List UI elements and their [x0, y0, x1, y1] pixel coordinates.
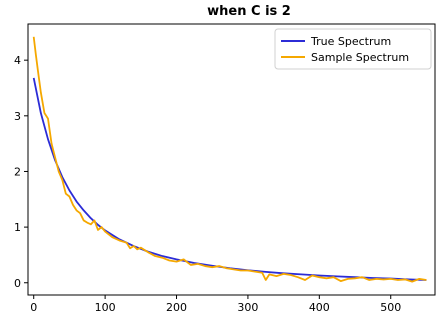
x-tick-label: 200: [166, 301, 187, 314]
x-tick-label: 0: [30, 301, 37, 314]
series-lines: [32, 36, 427, 283]
legend-box: [274, 28, 432, 70]
legend: True Spectrum Sample Spectrum: [274, 28, 432, 70]
x-tick-label: 100: [95, 301, 116, 314]
x-tick-label: 300: [237, 301, 258, 314]
series-line-true-spectrum: [32, 77, 427, 281]
legend-label-sample-spectrum: Sample Spectrum: [311, 51, 409, 64]
y-tick-label: 1: [14, 221, 21, 234]
x-tick-label: 500: [380, 301, 401, 314]
y-tick-label: 4: [14, 54, 21, 67]
x-axis-ticks: 0 100 200 300 400 500: [30, 295, 401, 314]
series-line-sample-spectrum: [32, 36, 427, 283]
y-tick-label: 2: [14, 165, 21, 178]
y-tick-label: 0: [14, 277, 21, 290]
y-axis-ticks: 0 1 2 3 4: [14, 54, 28, 290]
legend-label-true-spectrum: True Spectrum: [310, 35, 391, 48]
x-tick-label: 400: [309, 301, 330, 314]
plot-frame: [27, 23, 436, 296]
chart-title: when C is 2: [207, 4, 291, 19]
y-tick-label: 3: [14, 110, 21, 123]
